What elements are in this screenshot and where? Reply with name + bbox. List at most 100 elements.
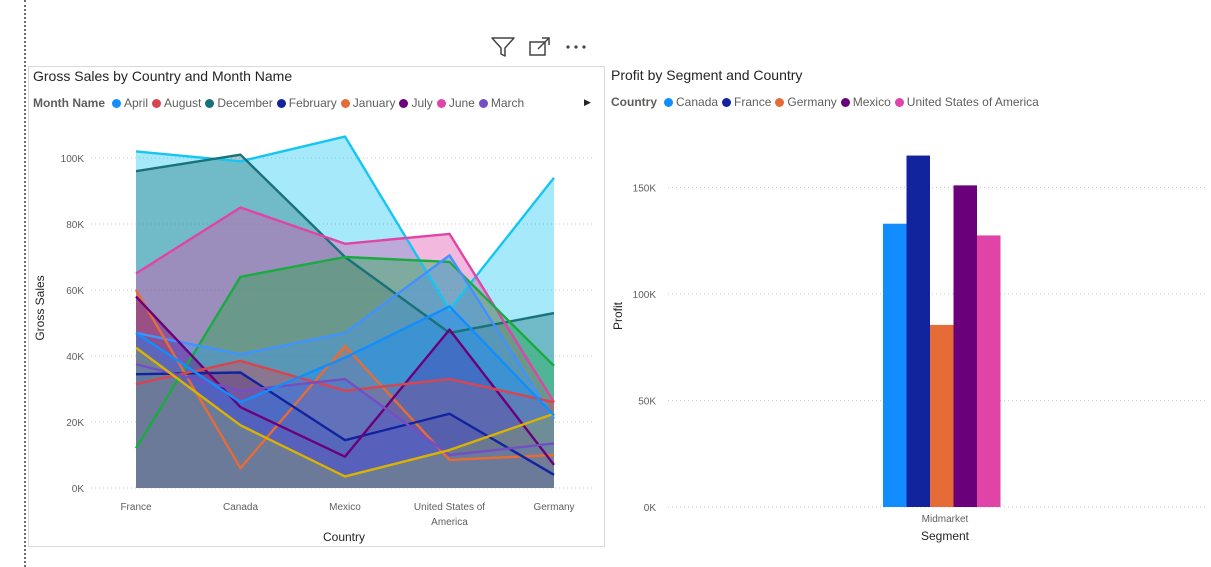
chart-title: Gross Sales by Country and Month Name <box>33 68 293 84</box>
area-fill-september <box>136 136 554 489</box>
y-axis-title: Gross Sales <box>33 275 47 340</box>
y-tick-label: 20K <box>66 418 84 429</box>
y-tick-label: 0K <box>644 503 657 514</box>
series-line-september[interactable] <box>135 135 555 312</box>
area-fill-august <box>136 360 554 488</box>
bar-chart-plot: 0K 50K 100K 150K Midmarket Segment Profit <box>611 155 1206 543</box>
y-tick-label: 100K <box>61 154 85 165</box>
area-chart-plot: 0K 20K 40K 60K 80K 100K France Canada Mexico Unit… <box>33 135 594 544</box>
legend-item[interactable]: June <box>436 96 475 110</box>
legend-label: March <box>490 96 525 110</box>
y-tick-label: 80K <box>66 220 84 231</box>
legend-label: United States of America <box>906 95 1039 109</box>
x-tick-label: United States of America <box>414 502 485 528</box>
legend-item[interactable]: April <box>112 96 148 110</box>
legend-marker-icon <box>152 98 162 108</box>
legend-item[interactable]: December <box>205 96 273 110</box>
legend-item[interactable]: March <box>478 96 525 110</box>
x-tick-label: Midmarket <box>922 514 969 525</box>
legend-item[interactable]: January <box>340 96 396 110</box>
series-line-august[interactable] <box>135 359 555 404</box>
filter-icon[interactable] <box>490 36 516 63</box>
legend-item[interactable]: France <box>722 95 771 109</box>
chart-title: Profit by Segment and Country <box>611 67 803 83</box>
y-tick-label: 150K <box>633 184 657 195</box>
legend-marker-icon <box>205 98 215 108</box>
focus-mode-icon[interactable] <box>528 36 552 63</box>
y-tick-label: 100K <box>633 290 657 301</box>
y-tick-label: 40K <box>66 352 84 363</box>
x-axis-title: Segment <box>921 529 970 543</box>
legend-item[interactable]: February <box>276 96 337 110</box>
series-line-november[interactable] <box>135 254 556 420</box>
legend-marker-icon <box>840 97 850 107</box>
x-tick-label: Canada <box>223 502 258 513</box>
page-edge-divider <box>24 0 26 567</box>
legend-marker-icon <box>478 98 488 108</box>
x-tick-label: Mexico <box>329 502 361 513</box>
y-tick-label: 60K <box>66 286 84 297</box>
area-fill-march <box>136 364 554 488</box>
area-fill-november <box>136 255 554 488</box>
more-options-icon[interactable] <box>564 36 590 63</box>
area-fill-july <box>136 296 554 488</box>
series-line-july[interactable] <box>135 295 555 466</box>
chart-legend: Country Canada France Germany Mexico United … <box>611 95 1043 109</box>
y-tick-label: 0K <box>72 484 85 495</box>
series-line-may[interactable] <box>135 346 555 478</box>
y-tick-label: 50K <box>638 397 656 408</box>
legend-label: January <box>352 96 396 110</box>
legend-marker-icon <box>436 98 446 108</box>
legend-next-arrow-icon[interactable]: ▶ <box>584 97 591 107</box>
legend-title: Country <box>611 95 657 109</box>
series-line-january[interactable] <box>134 289 555 470</box>
legend-label: June <box>448 96 475 110</box>
legend-item[interactable]: Germany <box>775 95 837 109</box>
legend-marker-icon <box>340 98 350 108</box>
bar-canada[interactable] <box>883 223 907 507</box>
series-line-february[interactable] <box>135 371 555 476</box>
legend-label: France <box>734 95 772 109</box>
legend-title: Month Name <box>33 96 105 110</box>
legend-marker-icon <box>722 97 732 107</box>
legend-marker-icon <box>112 98 121 108</box>
gross-sales-area-chart-visual[interactable]: Gross Sales by Country and Month Name Mo… <box>28 66 605 547</box>
series-line-march[interactable] <box>135 363 555 457</box>
legend-item[interactable]: August <box>152 96 201 110</box>
area-fill-april <box>136 306 554 488</box>
profit-bar-chart-visual[interactable]: Profit by Segment and Country Country Ca… <box>606 66 1211 547</box>
legend-item[interactable]: July <box>399 96 433 110</box>
legend-marker-icon <box>276 98 286 108</box>
bar-germany[interactable] <box>930 324 954 507</box>
area-fill-january <box>136 290 554 488</box>
legend-label: Canada <box>676 95 719 109</box>
legend-label: April <box>124 96 149 110</box>
legend-label: February <box>288 96 337 110</box>
legend-label: July <box>411 96 433 110</box>
bar-mexico[interactable] <box>953 185 978 507</box>
legend-item[interactable]: United States of America <box>894 95 1039 109</box>
legend-label: August <box>164 96 202 110</box>
series-line-april[interactable] <box>135 305 555 417</box>
x-tick-label: Germany <box>533 502 574 513</box>
bar-france[interactable] <box>906 155 931 508</box>
bar-united-states-of-america[interactable] <box>977 235 1001 508</box>
chart-legend: Month Name April August December February Ja… <box>33 96 528 110</box>
legend-marker-icon <box>399 98 409 108</box>
series-line-october[interactable] <box>134 255 555 450</box>
legend-marker-icon <box>664 97 673 107</box>
area-fill-may <box>136 347 554 488</box>
visual-header-toolbar <box>490 36 602 63</box>
series-line-june[interactable] <box>135 206 556 403</box>
legend-item[interactable]: Mexico <box>840 95 891 109</box>
y-axis-title: Profit <box>611 301 625 330</box>
x-axis-title: Country <box>323 530 365 544</box>
legend-marker-icon <box>894 97 904 107</box>
x-tick-label: France <box>120 502 152 513</box>
legend-marker-icon <box>775 97 785 107</box>
legend-item[interactable]: Canada <box>664 95 718 109</box>
legend-label: Mexico <box>852 95 891 109</box>
area-fill-december <box>136 154 554 488</box>
area-fill-october <box>136 257 554 488</box>
legend-label: Germany <box>787 95 837 109</box>
